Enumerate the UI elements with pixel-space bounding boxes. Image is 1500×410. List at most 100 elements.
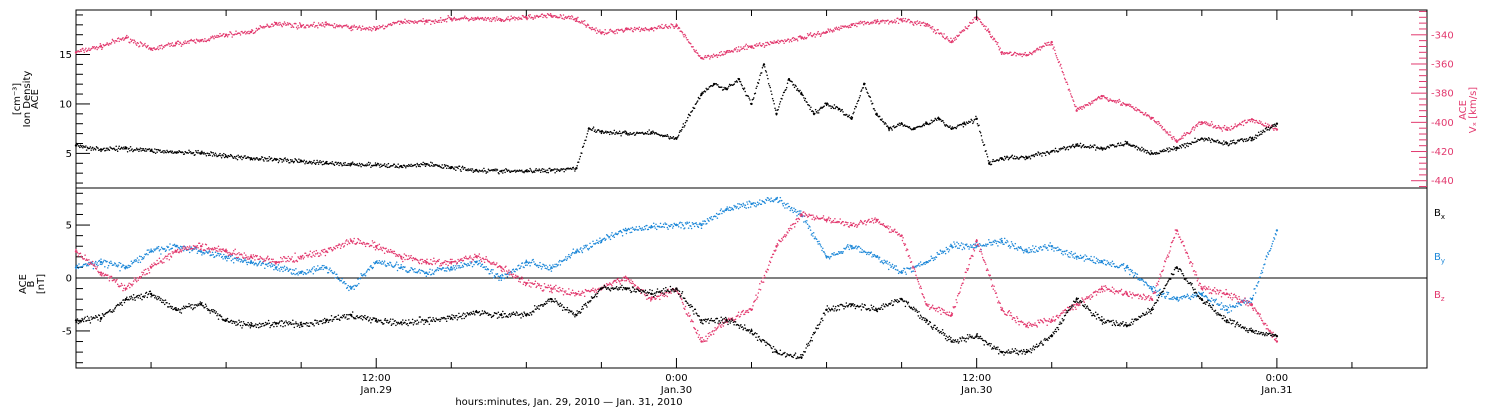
scatter-dot-by xyxy=(1150,285,1152,288)
scatter-dot-by xyxy=(1172,298,1174,301)
scatter-dot-speed xyxy=(793,39,795,42)
scatter-dot-density xyxy=(961,123,963,126)
scatter-dot-density xyxy=(274,158,277,160)
scatter-dot-by xyxy=(135,260,138,262)
scatter-dot-by xyxy=(848,248,851,251)
scatter-dot-density xyxy=(975,115,977,118)
scatter-dot-by xyxy=(596,239,598,242)
scatter-dot-speed xyxy=(372,28,374,30)
scatter-dot-density xyxy=(559,169,562,171)
scatter-dot-by xyxy=(481,263,484,266)
scatter-dot-speed xyxy=(85,47,87,50)
scatter-dot-density xyxy=(154,152,157,155)
scatter-dot-by xyxy=(298,271,300,273)
scatter-dot-by xyxy=(470,262,472,265)
scatter-dot-speed xyxy=(123,39,125,41)
scatter-dot-density xyxy=(211,155,214,157)
scatter-dot-speed xyxy=(311,25,314,27)
scatter-dot-density xyxy=(453,168,456,170)
scatter-dot-speed xyxy=(445,18,447,20)
scatter-dot-by xyxy=(1034,251,1036,253)
scatter-dot-density xyxy=(1232,141,1234,144)
scatter-dot-by xyxy=(1222,305,1224,307)
scatter-dot-by xyxy=(1243,302,1246,304)
scatter-dot-by xyxy=(625,232,628,235)
scatter-dot-density xyxy=(153,151,155,154)
scatter-dot-speed xyxy=(514,19,516,21)
scatter-dot-by xyxy=(497,275,500,277)
scatter-dot-density xyxy=(684,121,687,124)
scatter-dot-by xyxy=(506,276,509,278)
scatter-dot-speed xyxy=(796,38,798,40)
scatter-dot-density xyxy=(197,149,199,152)
scatter-dot-by xyxy=(160,253,162,255)
scatter-dot-density xyxy=(942,120,944,122)
scatter-dot-density xyxy=(830,107,832,109)
scatter-dot-density xyxy=(141,147,143,150)
scatter-dot-speed xyxy=(931,25,934,28)
scatter-dot-by xyxy=(1079,254,1082,257)
scatter-dot-density xyxy=(538,168,540,170)
scatter-dot-speed xyxy=(168,43,171,45)
scatter-dot-speed xyxy=(924,22,926,25)
scatter-dot-by xyxy=(357,278,359,280)
scatter-dot-speed xyxy=(370,27,372,29)
scatter-dot-speed xyxy=(838,29,841,31)
scatter-dot-by xyxy=(708,220,710,222)
scatter-dot-density xyxy=(263,160,265,162)
scatter-dot-by xyxy=(1226,305,1228,308)
scatter-dot-density xyxy=(454,166,456,168)
scatter-dot-by xyxy=(171,247,174,250)
scatter-dot-by xyxy=(1234,306,1236,308)
scatter-dot-density xyxy=(592,126,595,128)
scatter-dot-speed xyxy=(84,49,86,51)
scatter-dot-speed xyxy=(692,45,694,48)
scatter-dot-speed xyxy=(107,44,110,46)
scatter-dot-density xyxy=(833,104,836,106)
scatter-dot-speed xyxy=(809,33,811,35)
scatter-dot-density xyxy=(298,158,300,160)
scatter-dot-speed xyxy=(983,25,986,27)
scatter-dot-density xyxy=(1235,141,1238,144)
scatter-dot-by xyxy=(984,244,986,247)
scatter-dot-density xyxy=(85,149,88,151)
scatter-dot-density xyxy=(351,161,354,163)
scatter-dot-density xyxy=(587,130,589,132)
scatter-dot-speed xyxy=(684,34,687,37)
scatter-dot-by xyxy=(704,220,707,223)
scatter-dot-speed xyxy=(1232,126,1235,129)
scatter-dot-by xyxy=(449,269,451,272)
scatter-dot-density xyxy=(1082,144,1085,146)
scatter-dot-speed xyxy=(937,28,939,31)
scatter-dot-density xyxy=(1089,144,1092,147)
scatter-dot-density xyxy=(1144,149,1147,152)
scatter-dot-speed xyxy=(1066,81,1068,84)
scatter-dot-speed xyxy=(1165,132,1167,134)
scatter-dot-speed xyxy=(942,36,945,39)
scatter-dot-by xyxy=(1025,248,1028,250)
scatter-dot-by xyxy=(740,204,743,206)
scatter-dot-density xyxy=(367,164,369,167)
scatter-dot-by xyxy=(246,263,249,266)
scatter-dot-by xyxy=(1118,266,1120,269)
scatter-dot-by xyxy=(467,262,469,265)
scatter-dot-density xyxy=(1196,140,1199,142)
scatter-dot-by xyxy=(104,266,106,268)
scatter-dot-speed xyxy=(602,31,605,34)
scatter-dot-speed xyxy=(734,48,736,50)
scatter-dot-by xyxy=(671,223,673,226)
scatter-dot-density xyxy=(528,170,531,173)
scatter-dot-density xyxy=(270,157,273,159)
scatter-dot-speed xyxy=(690,42,692,45)
scatter-dot-speed xyxy=(724,53,726,56)
scatter-dot-speed xyxy=(79,49,82,51)
scatter-dot-by xyxy=(847,246,850,248)
scatter-dot-density xyxy=(742,88,745,91)
scatter-dot-by xyxy=(491,272,493,274)
scatter-dot-by xyxy=(235,259,238,261)
scatter-dot-density xyxy=(129,145,132,148)
scatter-dot-by xyxy=(341,277,343,280)
scatter-dot-by xyxy=(959,244,962,247)
scatter-dot-speed xyxy=(129,42,131,44)
scatter-dot-speed xyxy=(160,44,163,46)
